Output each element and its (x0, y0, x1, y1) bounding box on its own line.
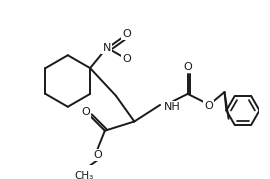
Text: O: O (123, 54, 131, 64)
Text: NH: NH (164, 102, 181, 112)
Text: O: O (123, 29, 131, 39)
Text: O: O (81, 107, 90, 117)
Text: O: O (183, 62, 192, 72)
Text: O: O (204, 101, 213, 111)
Text: N: N (103, 43, 111, 53)
Text: CH₃: CH₃ (74, 171, 93, 179)
Text: O: O (93, 150, 102, 160)
